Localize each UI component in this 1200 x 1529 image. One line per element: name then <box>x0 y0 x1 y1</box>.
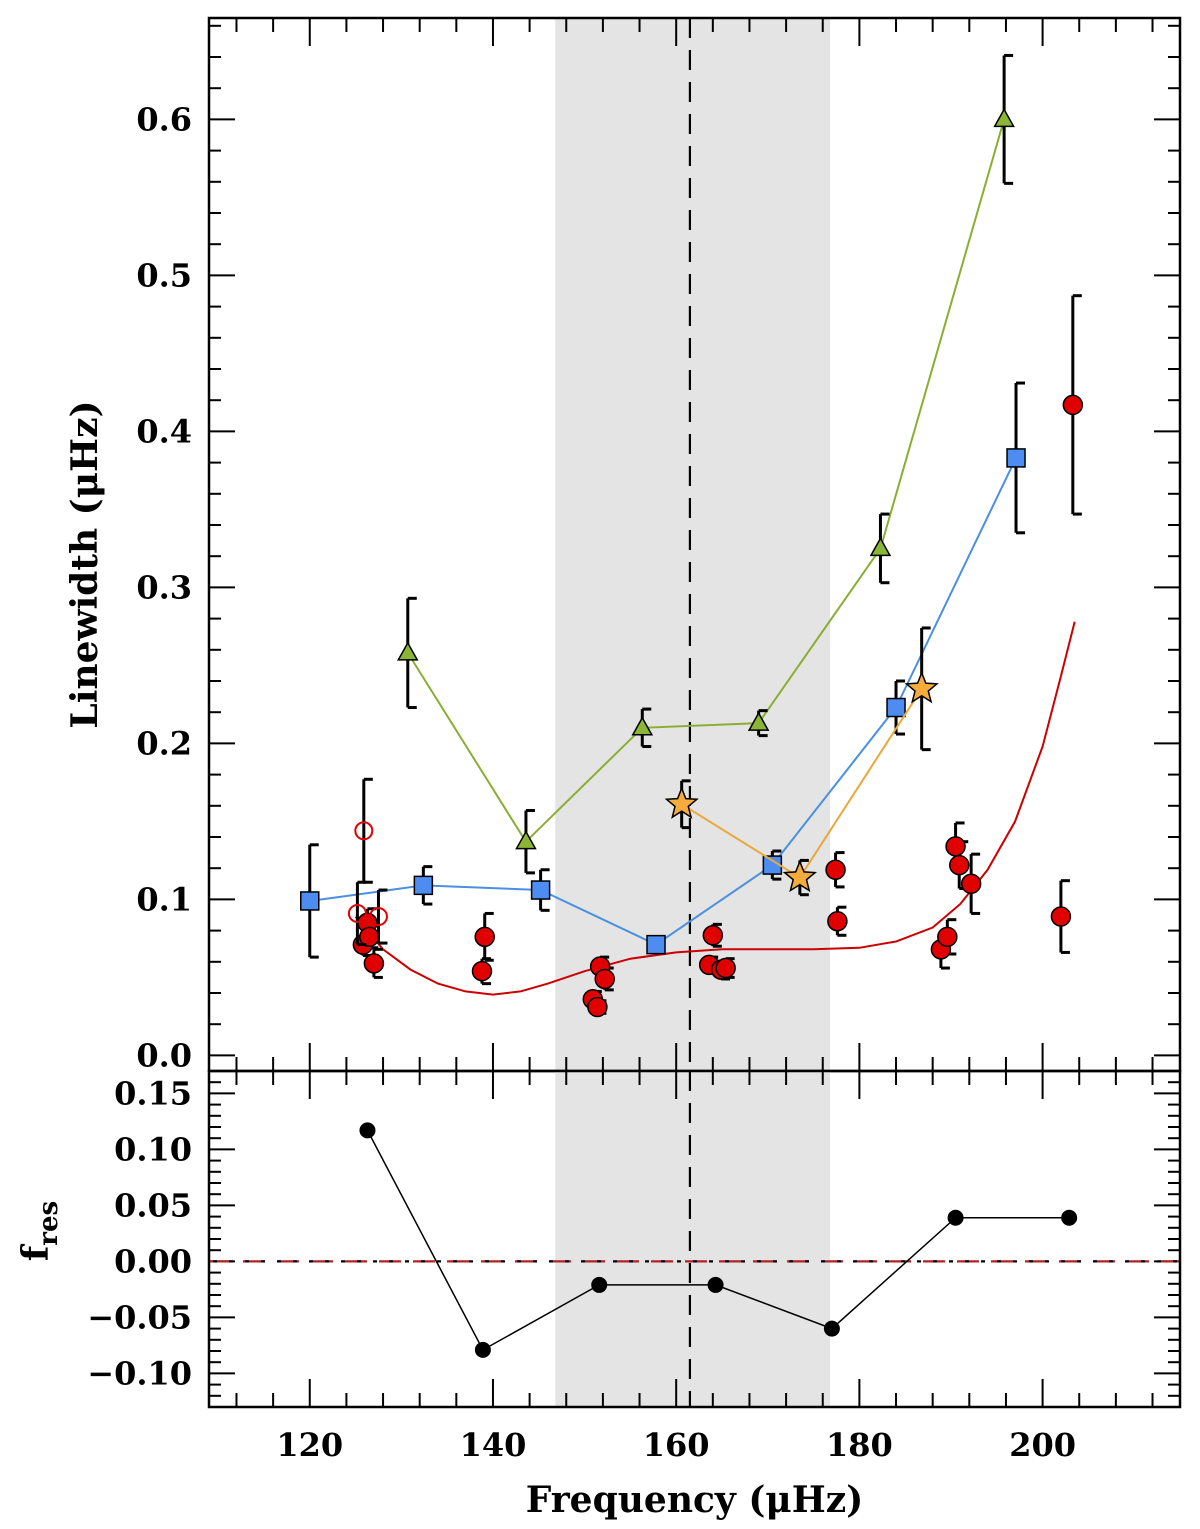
top-panel: 0.0 0.1 0.2 0.3 0.4 0.5 0.6 Linewidth (μHz) <box>64 16 1182 1074</box>
residual-point <box>707 1276 724 1293</box>
y-tick-label: 0.1 <box>136 880 192 918</box>
residual-point <box>1061 1209 1078 1226</box>
y-tick-label: 0.5 <box>136 256 192 294</box>
circle-marker <box>960 873 982 895</box>
square-marker <box>530 880 551 900</box>
y-tick-label: 0.3 <box>136 568 192 606</box>
top-series-layer <box>300 53 1084 1018</box>
circle-marker <box>594 968 615 990</box>
square-marker <box>886 697 906 718</box>
triangle-marker <box>397 641 419 661</box>
circle-marker <box>948 854 970 876</box>
residual-point <box>359 1122 376 1139</box>
square-marker <box>413 875 434 896</box>
bottom-plot-frame <box>207 1069 1182 1409</box>
residual-point <box>474 1341 491 1358</box>
triangle-marker <box>515 830 537 850</box>
error-bar <box>362 777 373 884</box>
square-marker <box>646 934 666 955</box>
top-shaded-band <box>555 18 831 1071</box>
star-marker <box>782 859 818 893</box>
x-tick-labels: 120 140 160 180 200 <box>276 1426 1076 1464</box>
square-marker <box>1006 448 1026 468</box>
circle-marker <box>825 859 846 881</box>
residual-point <box>591 1276 608 1293</box>
series-line <box>406 119 1006 844</box>
error-bar <box>376 888 388 945</box>
triangle-marker <box>869 536 892 557</box>
series-square <box>300 381 1026 959</box>
series-open-circle <box>347 777 388 947</box>
top-y-axis-title: Linewidth (μHz) <box>64 400 106 728</box>
bottom-y-axis-title-sub: res <box>34 1201 64 1246</box>
circle-marker <box>1062 394 1084 416</box>
open-circle-marker <box>368 907 388 927</box>
residual-point <box>947 1209 964 1226</box>
y-tick-label: −0.10 <box>87 1354 192 1392</box>
circle-marker <box>474 926 495 948</box>
circle-marker <box>1050 906 1072 927</box>
circle-marker <box>363 953 385 974</box>
series-star <box>664 626 939 897</box>
bottom-y-axis-title-main: f <box>15 1243 57 1261</box>
x-tick-label: 180 <box>826 1426 893 1464</box>
bottom-panel: −0.10 −0.05 0.00 0.05 0.10 0.15 fres <box>15 1069 1182 1409</box>
circle-marker <box>471 960 493 982</box>
x-tick-label: 120 <box>276 1426 343 1464</box>
residual-point <box>823 1320 840 1337</box>
circle-marker <box>715 957 736 979</box>
triangle-marker <box>631 716 654 736</box>
y-tick-label: 0.00 <box>114 1242 192 1280</box>
open-circle-marker <box>354 821 374 841</box>
residual-series <box>359 1122 1078 1358</box>
star-marker <box>664 786 699 819</box>
y-tick-label: 0.2 <box>136 724 192 762</box>
square-marker <box>300 891 320 911</box>
top-y-tick-labels: 0.0 0.1 0.2 0.3 0.4 0.5 0.6 <box>136 100 192 1074</box>
star-marker <box>904 670 939 704</box>
y-tick-label: 0.10 <box>114 1130 192 1168</box>
triangle-marker <box>747 711 770 731</box>
y-tick-label: 0.0 <box>136 1036 192 1074</box>
bottom-series-layer <box>209 1122 1180 1358</box>
x-tick-label: 160 <box>643 1426 710 1464</box>
circle-marker <box>702 925 724 946</box>
bottom-y-tick-labels: −0.10 −0.05 0.00 0.05 0.10 0.15 <box>87 1074 192 1392</box>
y-tick-label: 0.15 <box>114 1074 192 1112</box>
y-tick-label: 0.6 <box>136 100 192 138</box>
series-circle <box>352 294 1084 1018</box>
open-circle-marker <box>347 903 367 923</box>
top-axis-ticks <box>209 18 1180 1071</box>
fit-curve <box>354 621 1076 996</box>
bottom-y-axis-title: fres <box>15 1201 64 1261</box>
circle-marker <box>937 926 958 948</box>
x-tick-label: 140 <box>460 1426 527 1464</box>
circle-marker <box>587 996 608 1018</box>
series-triangle <box>397 53 1015 875</box>
circle-marker <box>945 836 966 857</box>
y-tick-label: 0.05 <box>114 1186 192 1224</box>
y-tick-label: 0.4 <box>136 412 192 450</box>
y-tick-label: −0.05 <box>87 1298 192 1336</box>
x-axis-title: Frequency (μHz) <box>526 1479 863 1521</box>
circle-marker <box>827 910 848 932</box>
x-tick-label: 200 <box>1009 1426 1076 1464</box>
triangle-marker <box>993 107 1015 128</box>
bottom-shaded-band <box>555 1071 831 1407</box>
